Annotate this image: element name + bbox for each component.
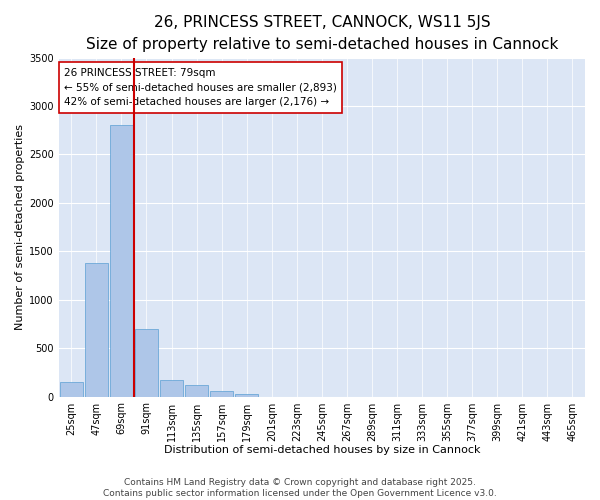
- Text: 26 PRINCESS STREET: 79sqm
← 55% of semi-detached houses are smaller (2,893)
42% : 26 PRINCESS STREET: 79sqm ← 55% of semi-…: [64, 68, 337, 108]
- Bar: [110, 126, 133, 396]
- Y-axis label: Number of semi-detached properties: Number of semi-detached properties: [15, 124, 25, 330]
- Bar: [211, 392, 233, 396]
- Bar: [160, 380, 183, 396]
- Bar: [235, 394, 258, 396]
- Bar: [185, 385, 208, 396]
- Title: 26, PRINCESS STREET, CANNOCK, WS11 5JS
Size of property relative to semi-detache: 26, PRINCESS STREET, CANNOCK, WS11 5JS S…: [86, 15, 558, 52]
- Bar: [60, 382, 83, 396]
- Bar: [85, 263, 107, 396]
- Text: Contains HM Land Registry data © Crown copyright and database right 2025.
Contai: Contains HM Land Registry data © Crown c…: [103, 478, 497, 498]
- Bar: [135, 329, 158, 396]
- X-axis label: Distribution of semi-detached houses by size in Cannock: Distribution of semi-detached houses by …: [164, 445, 480, 455]
